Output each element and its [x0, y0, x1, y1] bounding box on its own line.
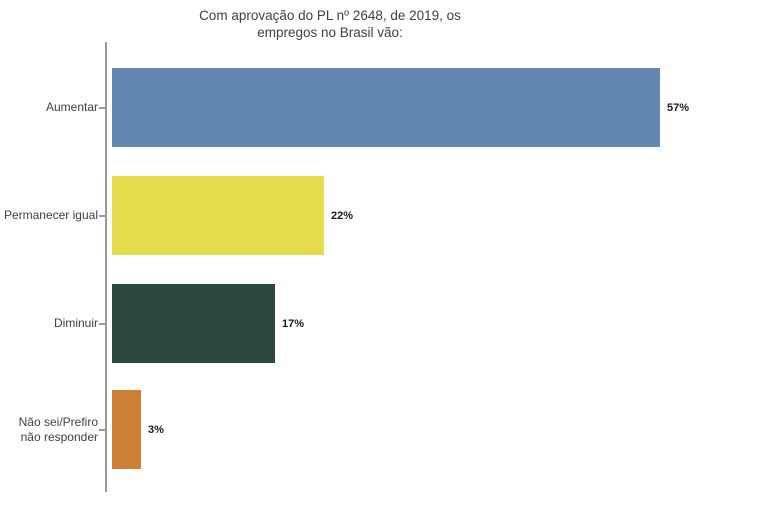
chart-title-line-2: empregos no Brasil vão: [257, 25, 403, 40]
y-axis-line [105, 42, 107, 492]
axis-tick [99, 106, 105, 109]
category-label: Permanecer igual [3, 208, 98, 222]
value-label: 22% [331, 209, 354, 222]
bar [112, 176, 324, 255]
category-label: Diminuir [53, 316, 98, 330]
bar [112, 68, 660, 147]
bar [112, 390, 141, 469]
value-label: 57% [667, 101, 690, 114]
axis-tick [99, 214, 105, 217]
value-label: 3% [148, 423, 164, 436]
axis-tick [99, 322, 105, 325]
chart-title: Com aprovação do PL nº 2648, de 2019, os… [0, 7, 660, 41]
category-label: Aumentar [45, 100, 98, 114]
axis-tick [99, 428, 105, 431]
value-label: 17% [282, 317, 305, 330]
chart-title-line-1: Com aprovação do PL nº 2648, de 2019, os [199, 8, 461, 23]
bar [112, 284, 275, 363]
category-label: Não sei/Prefiro não responder [18, 414, 98, 444]
